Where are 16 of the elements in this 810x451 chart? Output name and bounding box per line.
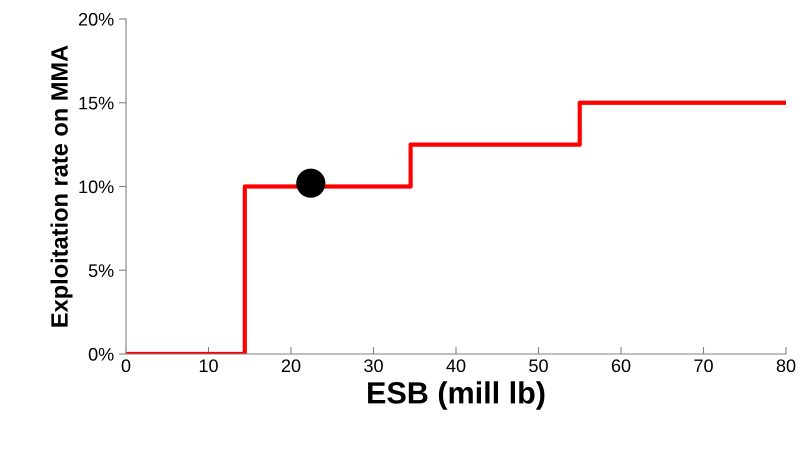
x-tick-label: 50 — [529, 359, 548, 372]
y-tick-label: 20% — [78, 12, 114, 26]
x-tick-label: 20 — [282, 359, 300, 372]
x-tick-label: 10 — [200, 359, 218, 372]
y-tick-label: 15% — [79, 96, 114, 110]
x-tick-label: 30 — [364, 359, 383, 372]
x-tick-label: 80 — [776, 359, 796, 372]
y-tick-label: 0% — [88, 348, 114, 361]
y-tick-label: 5% — [88, 264, 114, 277]
y-tick-label: 10% — [79, 180, 114, 194]
x-tick-label: 70 — [694, 359, 713, 372]
x-tick-label: 60 — [612, 359, 630, 372]
y-axis-title: Exploitation rate on MMA — [50, 45, 72, 327]
x-tick-label: 0 — [122, 359, 130, 372]
x-tick-label: 40 — [446, 359, 466, 372]
x-axis-title: ESB (mill lb) — [368, 381, 544, 410]
